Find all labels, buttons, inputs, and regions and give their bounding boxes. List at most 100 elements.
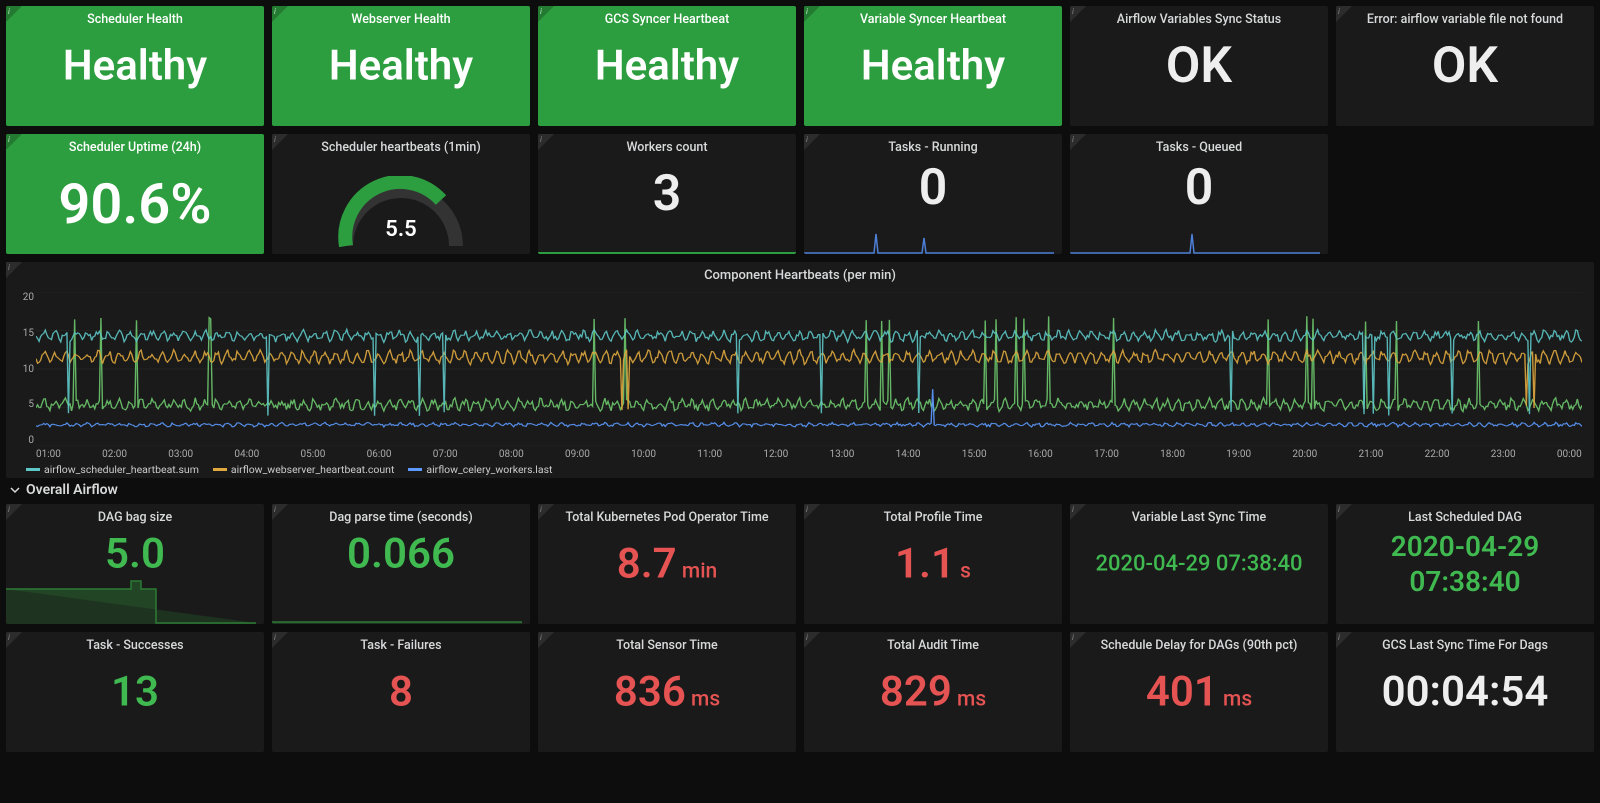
panel-value: 401 ms [1146,668,1252,717]
panel-title: Scheduler Health [6,6,264,29]
chart-x-axis: 01:0002:0003:0004:0005:0006:0007:0008:00… [36,449,1582,460]
xtick: 09:00 [565,449,590,460]
panel-title: Tasks - Queued [1070,134,1328,157]
panel-metric[interactable]: Task - Successes 13 [6,632,264,752]
chart-title: Component Heartbeats (per min) [6,262,1594,285]
panel-value: 2020-04-29 07:38:40 [1095,552,1302,577]
panel-metric[interactable]: Total Profile Time 1.1 s [804,504,1062,624]
panel-value: 90.6% [58,171,211,237]
panel-airflow-vars-sync-status[interactable]: Airflow Variables Sync Status OK [1070,6,1328,126]
legend-item[interactable]: airflow_celery_workers.last [408,463,552,476]
panel-title: Scheduler Uptime (24h) [6,134,264,157]
xtick: 19:00 [1226,449,1251,460]
panel-title: Error: airflow variable file not found [1336,6,1594,29]
chart-y-axis: 20 15 10 5 0 [12,292,34,446]
panel-title: Total Audit Time [804,632,1062,655]
panel-tasks-queued[interactable]: Tasks - Queued 0 [1070,134,1328,254]
status-row-2: Scheduler Uptime (24h) 90.6% Scheduler h… [6,134,1594,254]
xtick: 17:00 [1094,449,1119,460]
legend-swatch [26,468,40,471]
legend-item[interactable]: airflow_scheduler_heartbeat.sum [26,463,199,476]
panel-title: Dag parse time (seconds) [272,504,530,527]
panel-value: 0 [1185,159,1214,217]
panel-title: Task - Successes [6,632,264,655]
ytick: 5 [12,399,34,410]
section-header-overall-airflow[interactable]: Overall Airflow [6,478,1594,504]
panel-title: GCS Last Sync Time For Dags [1336,632,1594,655]
panel-value: OK [1166,37,1232,95]
panel-variable-syncer-heartbeat[interactable]: Variable Syncer Heartbeat Healthy [804,6,1062,126]
panel-metric[interactable]: DAG bag size5.0 [6,504,264,624]
panel-value: 836 ms [614,668,720,717]
panel-title: Total Sensor Time [538,632,796,655]
xtick: 04:00 [234,449,259,460]
panel-value: OK [1432,37,1498,95]
panel-metric[interactable]: Total Sensor Time 836 ms [538,632,796,752]
ytick: 0 [12,435,34,446]
panel-value: 829 ms [880,668,986,717]
chart-legend: airflow_scheduler_heartbeat.sum airflow_… [26,463,1594,476]
sparkline [6,569,256,624]
xtick: 03:00 [168,449,193,460]
panel-value: 0 [919,159,948,217]
panel-scheduler-health[interactable]: Scheduler Health Healthy [6,6,264,126]
panel-value: 2020-04-29 07:38:40 [1349,529,1581,599]
panel-value: 8.7 min [617,540,718,589]
panel-title: Scheduler heartbeats (1min) [272,134,530,157]
underline [538,252,796,254]
xtick: 23:00 [1491,449,1516,460]
legend-swatch [213,468,227,471]
panel-title: DAG bag size [6,504,264,527]
panel-title: GCS Syncer Heartbeat [538,6,796,29]
legend-label: airflow_celery_workers.last [426,463,552,476]
xtick: 22:00 [1425,449,1450,460]
panel-value: Healthy [595,42,739,91]
panel-value: Healthy [63,42,207,91]
panel-scheduler-heartbeats-gauge[interactable]: Scheduler heartbeats (1min) 5.5 [272,134,530,254]
panel-title: Workers count [538,134,796,157]
xtick: 06:00 [367,449,392,460]
panel-metric[interactable]: Variable Last Sync Time 2020-04-29 07:38:… [1070,504,1328,624]
xtick: 05:00 [301,449,326,460]
panel-value: Healthy [329,42,473,91]
xtick: 14:00 [896,449,921,460]
panel-value: 1.1 s [895,540,971,589]
sparkline [804,224,1054,254]
panel-title: Variable Syncer Heartbeat [804,6,1062,29]
xtick: 12:00 [763,449,788,460]
panel-metric[interactable]: Dag parse time (seconds)0.066 [272,504,530,624]
panel-scheduler-uptime[interactable]: Scheduler Uptime (24h) 90.6% [6,134,264,254]
panel-title: Variable Last Sync Time [1070,504,1328,527]
panel-value: 00:04:54 [1382,668,1549,717]
panel-workers-count[interactable]: Workers count 3 [538,134,796,254]
panel-metric[interactable]: GCS Last Sync Time For Dags 00:04:54 [1336,632,1594,752]
xtick: 01:00 [36,449,61,460]
section-title: Overall Airflow [26,482,118,498]
xtick: 13:00 [830,449,855,460]
panel-tasks-running[interactable]: Tasks - Running 0 [804,134,1062,254]
panel-metric[interactable]: Task - Failures8 [272,632,530,752]
panel-title: Total Profile Time [804,504,1062,527]
panel-title: Last Scheduled DAG [1336,504,1594,527]
ytick: 10 [12,364,34,375]
ytick: 15 [12,328,34,339]
panel-metric[interactable]: Last Scheduled DAG2020-04-29 07:38:40 [1336,504,1594,624]
sparkline [272,569,522,624]
legend-label: airflow_webserver_heartbeat.count [231,463,394,476]
panel-value: 13 [111,668,159,717]
panel-webserver-health[interactable]: Webserver Health Healthy [272,6,530,126]
panel-metric[interactable]: Total Kubernetes Pod Operator Time8.7 mi… [538,504,796,624]
chart-plot-area [36,292,1582,446]
panel-metric[interactable]: Schedule Delay for DAGs (90th pct)401 ms [1070,632,1328,752]
info-icon[interactable] [6,262,22,278]
panel-component-heartbeats-chart[interactable]: Component Heartbeats (per min) 20 15 10 … [6,262,1594,478]
legend-item[interactable]: airflow_webserver_heartbeat.count [213,463,394,476]
panel-error-airflow-variable-file[interactable]: Error: airflow variable file not found O… [1336,6,1594,126]
xtick: 11:00 [697,449,722,460]
panel-title: Airflow Variables Sync Status [1070,6,1328,29]
panel-metric[interactable]: Total Audit Time 829 ms [804,632,1062,752]
chevron-down-icon [10,485,20,495]
sparkline [1070,224,1320,254]
panel-gcs-syncer-heartbeat[interactable]: GCS Syncer Heartbeat Healthy [538,6,796,126]
empty-slot [1336,134,1594,254]
